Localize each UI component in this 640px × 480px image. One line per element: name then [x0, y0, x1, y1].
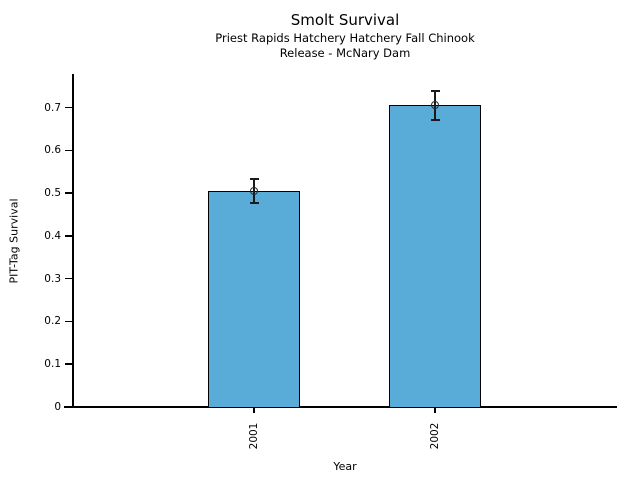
y-tick-label: 0.6: [44, 144, 61, 157]
y-tick: [65, 235, 72, 237]
y-tick: [65, 320, 72, 323]
y-tick: [65, 106, 72, 109]
y-axis-label: PIT-Tag Survival: [7, 198, 21, 284]
chart-subtitle-line2: Release - McNary Dam: [279, 46, 411, 60]
error-bar-cap-bottom: [430, 119, 440, 121]
y-tick-label: 0.7: [44, 101, 61, 114]
y-tick-label: 0.4: [44, 229, 61, 242]
y-tick: [65, 149, 72, 152]
x-tick-label: 2002: [429, 422, 441, 450]
y-tick-label: 0.2: [44, 315, 61, 328]
error-bar-cap-bottom: [249, 202, 259, 204]
x-axis-spine: [64, 406, 617, 408]
chart-subtitle-line1: Priest Rapids Hatchery Hatchery Fall Chi…: [215, 31, 475, 45]
x-tick: [253, 407, 255, 413]
error-bar-cap-top: [430, 90, 440, 92]
y-tick: [65, 277, 72, 280]
x-tick-label: 2001: [248, 422, 260, 450]
y-tick-label: 0.1: [44, 358, 61, 371]
y-tick-label: 0.5: [44, 187, 61, 200]
y-axis-spine: [72, 74, 74, 407]
bar: [208, 191, 300, 408]
bar: [389, 105, 481, 408]
y-tick: [65, 406, 72, 408]
chart-title: Smolt Survival: [290, 11, 400, 29]
data-point-marker: [250, 187, 258, 195]
error-bar-cap-top: [249, 178, 259, 180]
data-point-marker: [431, 101, 439, 110]
x-tick: [434, 407, 436, 413]
y-tick: [65, 192, 72, 194]
y-tick-label: 0: [54, 401, 61, 413]
y-tick: [65, 363, 72, 365]
x-axis-label: Year: [333, 460, 357, 473]
y-tick-label: 0.3: [44, 272, 61, 285]
